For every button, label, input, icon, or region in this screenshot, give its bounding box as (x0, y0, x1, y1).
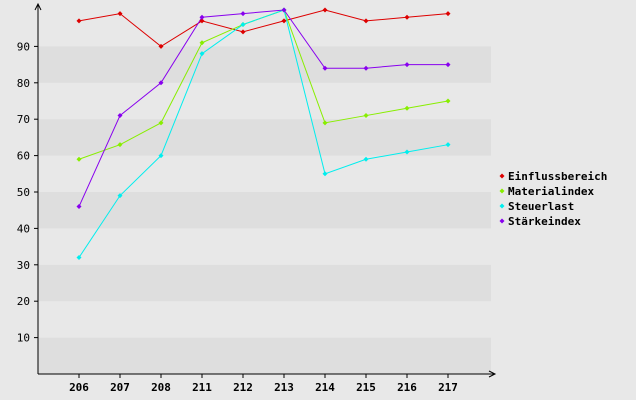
data-point (158, 153, 164, 159)
y-tick-label: 40 (17, 222, 30, 235)
data-point (76, 18, 82, 24)
x-tick-label: 213 (274, 381, 294, 394)
y-tick-label: 60 (17, 150, 30, 163)
data-point (158, 43, 164, 49)
data-point (281, 7, 287, 13)
y-tick-label: 80 (17, 77, 30, 90)
data-point (445, 98, 451, 104)
data-point (404, 149, 410, 155)
x-tick-label: 216 (397, 381, 417, 394)
y-tick-label: 30 (17, 259, 30, 272)
data-point (322, 120, 328, 126)
data-point (445, 142, 451, 148)
data-point (281, 18, 287, 24)
x-tick-label: 206 (69, 381, 89, 394)
data-point (445, 62, 451, 68)
x-axis-ticks: 206 207 208 211 212 213 214 215 216 217 (69, 374, 458, 394)
legend-marker (499, 203, 505, 209)
data-point (117, 193, 123, 199)
x-tick-label: 214 (315, 381, 335, 394)
data-point (404, 62, 410, 68)
data-point (117, 113, 123, 119)
axes (34, 2, 497, 378)
legend: Einflussbereich Materialindex Steuerlast St… (499, 170, 607, 228)
data-point (199, 40, 205, 46)
x-tick-label: 212 (233, 381, 253, 394)
x-tick-label: 215 (356, 381, 376, 394)
data-point (199, 14, 205, 20)
x-tick-label: 208 (151, 381, 171, 394)
series-line (78, 9, 449, 258)
data-point (158, 80, 164, 86)
data-point (199, 51, 205, 57)
data-point (322, 7, 328, 13)
data-point (240, 11, 246, 17)
legend-label: Einflussbereich (508, 170, 607, 183)
grid-band (38, 155, 491, 192)
series-lines (78, 9, 449, 258)
grid-band (38, 82, 491, 120)
grid-band (38, 192, 491, 229)
grid-band (38, 264, 491, 302)
legend-marker (499, 173, 505, 179)
legend-label: Materialindex (508, 185, 594, 198)
grid-band (38, 301, 491, 338)
legend-label: Steuerlast (508, 200, 574, 213)
x-axis-arrow (488, 370, 497, 378)
data-point (158, 120, 164, 126)
data-point (363, 18, 369, 24)
data-point (363, 65, 369, 71)
grid-bands (38, 10, 491, 374)
x-tick-label: 217 (438, 381, 458, 394)
y-tick-label: 70 (17, 113, 30, 126)
data-point (240, 22, 246, 28)
series-line (78, 9, 448, 207)
series-points (76, 7, 451, 261)
data-point (404, 105, 410, 111)
data-point (117, 11, 123, 17)
y-tick-label: 90 (17, 40, 30, 53)
y-tick-label: 10 (17, 332, 30, 345)
data-point (76, 204, 82, 210)
grid-band (38, 228, 491, 265)
data-point (322, 171, 328, 177)
y-tick-label: 50 (17, 186, 30, 199)
x-tick-label: 211 (192, 381, 212, 394)
y-tick-label: 20 (17, 295, 30, 308)
data-point (363, 113, 369, 119)
legend-marker (499, 218, 505, 224)
grid-band (38, 337, 491, 374)
y-axis-arrow (34, 2, 42, 11)
legend-label: Stärkeindex (508, 215, 581, 228)
data-point (199, 18, 205, 24)
data-point (76, 156, 82, 162)
data-point (240, 29, 246, 35)
data-point (76, 255, 82, 261)
data-point (445, 11, 451, 17)
x-tick-label: 207 (110, 381, 130, 394)
grid-band (38, 119, 491, 156)
data-point (117, 142, 123, 148)
data-point (363, 156, 369, 162)
series-line (78, 9, 449, 48)
legend-marker (499, 188, 505, 194)
data-point (404, 14, 410, 20)
y-axis-ticks: 10 20 30 40 50 60 70 80 90 (17, 40, 38, 345)
data-point (322, 65, 328, 71)
